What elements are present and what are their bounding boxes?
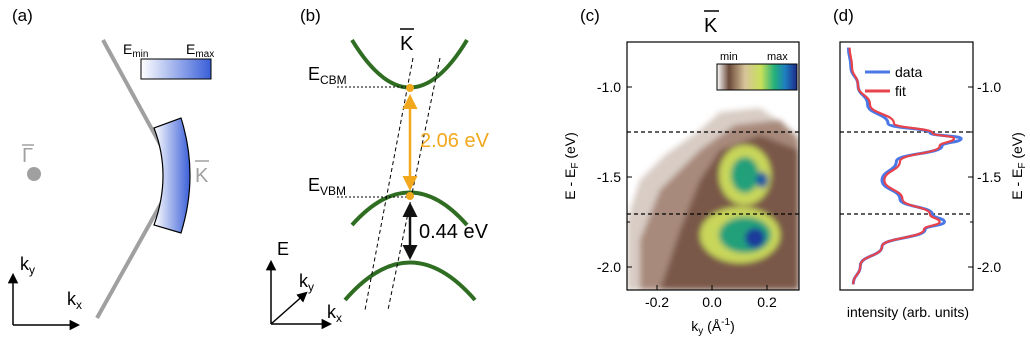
legend-d: data fit — [865, 64, 922, 99]
valence-band-lower — [343, 260, 477, 302]
colorbar-c-min: min — [720, 51, 738, 63]
ytick-d-0: -1.0 — [977, 79, 1001, 95]
measurement-arc — [153, 117, 191, 234]
xlabel-c: ky (Å-1) — [691, 317, 734, 337]
x-axis-c: -0.2 0.0 0.2 — [645, 285, 777, 310]
vbm-point — [406, 192, 414, 200]
gamma-label: Γ — [22, 145, 33, 167]
panel-c-title: K — [704, 15, 718, 37]
colorbar-a-min-label: Emin — [123, 41, 148, 60]
panel-b: (b) K ECBM EVBM 2.06 eV 0.44 eV E — [265, 6, 490, 330]
panel-d: (d) data fit -1.0 -1.5 -2.0 E - EF (eV) … — [833, 6, 1028, 320]
panel-d-frame — [839, 41, 974, 291]
offset-value: 0.44 eV — [419, 221, 489, 243]
xlabel-d: intensity (arb. units) — [847, 304, 969, 320]
axis-label-kx-b: kx — [327, 302, 342, 325]
ytick-d-2: -2.0 — [977, 259, 1001, 275]
colorbar-a — [140, 58, 212, 80]
colorbar-c-max: max — [767, 51, 788, 63]
cut-line-2 — [387, 57, 441, 311]
arpes-heatmap — [627, 108, 799, 290]
cut-line-1 — [364, 57, 414, 311]
cbm-label: ECBM — [308, 64, 347, 87]
y-axis-d: -1.0 -1.5 -2.0 — [968, 79, 1001, 275]
panel-c-frame — [626, 41, 800, 291]
panel-a: (a) Emin Emax Γ K ky kx — [7, 6, 214, 331]
vbm-label: EVBM — [308, 175, 346, 198]
xtick-c-2: 0.2 — [757, 294, 777, 310]
k-point-label-a: K — [195, 165, 209, 187]
panel-c-label: (c) — [580, 6, 600, 25]
axis-label-kx: kx — [67, 289, 82, 312]
cbm-point — [406, 84, 414, 92]
gap-value: 2.06 eV — [420, 130, 490, 152]
colorbar-c — [716, 63, 798, 91]
panel-c: (c) K min max — [562, 6, 800, 337]
ytick-c-1: -1.5 — [597, 169, 621, 185]
colorbar-a-max-label: Emax — [186, 41, 214, 60]
axis-label-e: E — [277, 239, 289, 259]
panel-b-label: (b) — [300, 6, 321, 25]
panel-d-label: (d) — [833, 6, 854, 25]
axis-label-ky: ky — [20, 254, 35, 277]
xtick-c-1: 0.0 — [702, 294, 722, 310]
legend-label-fit: fit — [895, 83, 906, 99]
series-line-fit — [848, 47, 956, 285]
xtick-c-0: -0.2 — [645, 294, 669, 310]
ylabel-d: E - EF (eV) — [1009, 132, 1028, 200]
panel-a-label: (a) — [12, 6, 33, 25]
axis-arrow-ky-b — [270, 291, 308, 325]
gamma-point — [27, 167, 41, 181]
ytick-c-0: -1.0 — [597, 79, 621, 95]
ylabel-c: E - EF (eV) — [562, 132, 581, 200]
ytick-d-1: -1.5 — [977, 169, 1001, 185]
k-point-label-b: K — [400, 33, 414, 55]
panel-d-curves — [846, 47, 963, 285]
ytick-c-2: -2.0 — [597, 259, 621, 275]
axis-label-ky-b: ky — [299, 271, 314, 294]
legend-label-data: data — [895, 64, 922, 80]
y-axis-c: -1.0 -1.5 -2.0 — [597, 79, 632, 275]
